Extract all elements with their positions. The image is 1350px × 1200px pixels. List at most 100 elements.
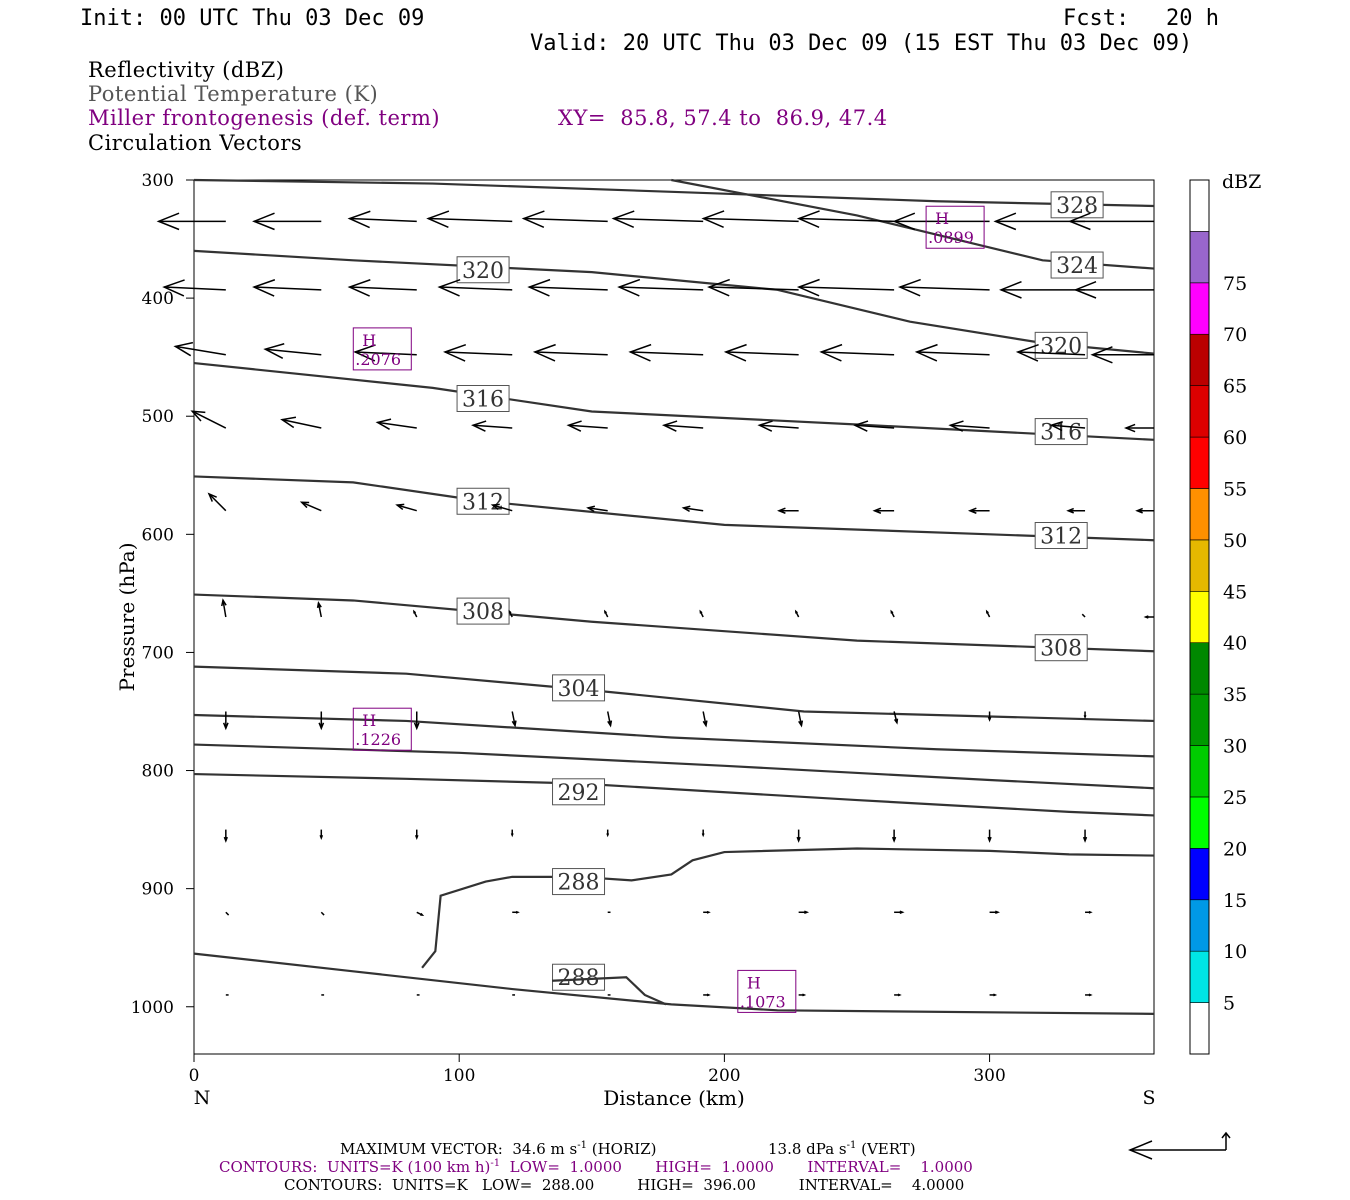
circulation-vector bbox=[759, 424, 799, 429]
colorbar-swatch bbox=[1189, 282, 1210, 335]
circulation-vector-head bbox=[532, 343, 556, 362]
circulation-vector bbox=[854, 424, 895, 429]
valid-time: Valid: 20 UTC Thu 03 Dec 09 (15 EST Thu … bbox=[530, 31, 1193, 56]
colorbar-swatch bbox=[1189, 693, 1210, 746]
circulation-vector-head bbox=[891, 836, 897, 843]
theta-contour-line bbox=[193, 361, 1155, 441]
circulation-vector-head bbox=[987, 716, 992, 722]
theta-contour-label-box bbox=[456, 487, 510, 515]
init-time: Init: 00 UTC Thu 03 Dec 09 bbox=[80, 6, 425, 31]
circulation-vector bbox=[396, 504, 417, 512]
circulation-vector bbox=[568, 424, 608, 429]
x-tick-label: 100 bbox=[443, 1066, 475, 1086]
theta-contour-label-box bbox=[552, 778, 606, 806]
circulation-vector-head bbox=[1135, 507, 1143, 514]
circulation-vector-head bbox=[914, 343, 938, 362]
theta-contour-label-box bbox=[456, 597, 510, 625]
legend-potential-temperature: Potential Temperature (K) bbox=[88, 82, 379, 106]
colorbar-label: 75 bbox=[1223, 273, 1247, 295]
colorbar-label: 30 bbox=[1223, 736, 1247, 758]
frontogenesis-high-box bbox=[352, 707, 412, 751]
circulation-vector-head bbox=[586, 505, 596, 513]
circulation-vector-head bbox=[819, 343, 843, 362]
colorbar-label: 5 bbox=[1223, 993, 1235, 1015]
footer-max-vector-horiz: (HORIZ) bbox=[586, 1140, 657, 1158]
circulation-vector-head bbox=[318, 722, 325, 731]
theta-contour-label: 316 bbox=[1040, 421, 1082, 446]
circulation-vector bbox=[523, 217, 608, 223]
frontogenesis-high-box bbox=[352, 327, 412, 371]
circulation-vector-head bbox=[527, 278, 551, 297]
dbz-colorbar: 5 10 15 20 25 30 35 40 45 50 55 60 65 70 75 dBZ bbox=[1189, 171, 1261, 1055]
circulation-vector-head bbox=[1066, 507, 1074, 514]
circulation-vector-head bbox=[1082, 836, 1088, 843]
circulation-vector-head bbox=[777, 507, 786, 514]
footer-contours1-b: LOW= 1.0000 HIGH= 1.0000 INTERVAL= 1.000… bbox=[500, 1158, 973, 1176]
circulation-vector-head bbox=[794, 609, 798, 614]
circulation-vector bbox=[798, 286, 895, 291]
colorbar-swatch bbox=[1189, 333, 1210, 386]
y-axis-label: Pressure (hPa) bbox=[115, 543, 139, 692]
circulation-vectors bbox=[156, 210, 1154, 997]
theta-contour-label: 320 bbox=[1040, 334, 1082, 359]
circulation-vector bbox=[683, 507, 704, 512]
colorbar-title: dBZ bbox=[1222, 171, 1261, 193]
circulation-vector-head bbox=[1073, 280, 1097, 299]
colorbar-label: 15 bbox=[1223, 890, 1247, 912]
circulation-vector-head bbox=[316, 601, 322, 609]
footer-max-vector-exp: -1 bbox=[577, 1140, 587, 1151]
colorbar-swatch bbox=[1189, 642, 1210, 695]
footer-contours-theta: CONTOURS: UNITS=K LOW= 288.00 HIGH= 396.… bbox=[284, 1176, 965, 1194]
colorbar-label: 55 bbox=[1223, 478, 1247, 500]
circulation-vector-head bbox=[852, 420, 869, 432]
circulation-vector bbox=[225, 911, 230, 916]
circulation-vector-head bbox=[681, 505, 691, 513]
circulation-vector-head bbox=[706, 910, 711, 914]
y-tick-label: 1000 bbox=[131, 998, 174, 1018]
frontogenesis-high-label: H bbox=[362, 711, 376, 730]
colorbar-label: 35 bbox=[1223, 684, 1247, 706]
reference-vector-vhead bbox=[1221, 1131, 1231, 1139]
circulation-vector bbox=[1081, 613, 1086, 618]
circulation-vector-head bbox=[521, 210, 545, 229]
circulation-vector-head bbox=[280, 416, 297, 429]
theta-contour-label: 320 bbox=[462, 259, 504, 284]
circulation-vector bbox=[349, 286, 417, 291]
circulation-vector-head bbox=[207, 492, 217, 502]
frontogenesis-high-value: .1226 bbox=[355, 730, 401, 749]
frontogenesis-high-label: H bbox=[747, 973, 761, 992]
frontogenesis-high-box bbox=[925, 205, 985, 249]
circulation-vector-head bbox=[490, 503, 500, 511]
circulation-vector-head bbox=[263, 343, 285, 359]
theta-contour-label-box bbox=[456, 385, 510, 412]
theta-contour-label-box bbox=[1050, 251, 1104, 279]
circulation-vector-head bbox=[319, 834, 324, 841]
circulation-vector-head bbox=[872, 507, 882, 514]
theta-contour-label: 308 bbox=[1040, 637, 1082, 662]
colorbar-swatch bbox=[1189, 539, 1210, 592]
circulation-vector bbox=[821, 351, 895, 356]
circulation-vector-head bbox=[426, 210, 450, 229]
circulation-vector-head bbox=[413, 722, 420, 731]
theta-contour-label-box bbox=[552, 868, 606, 896]
colorbar-swatch bbox=[1189, 590, 1210, 644]
y-tick-label: 900 bbox=[142, 880, 174, 900]
circulation-vector-head bbox=[353, 344, 376, 362]
circulation-vector-head bbox=[987, 836, 992, 843]
circulation-vector bbox=[613, 217, 704, 223]
circulation-vector-head bbox=[1088, 910, 1093, 914]
circulation-vector-head bbox=[796, 210, 820, 228]
circulation-vector bbox=[703, 217, 799, 223]
colorbar-swatch bbox=[1189, 1002, 1210, 1055]
colorbar-label: 70 bbox=[1223, 324, 1247, 346]
circulation-vector-head bbox=[897, 278, 921, 297]
theta-contour-line bbox=[551, 976, 667, 1006]
theta-contour-label-box bbox=[1034, 634, 1088, 662]
colorbar-swatch bbox=[1189, 950, 1210, 1003]
circulation-vector-head bbox=[414, 834, 419, 841]
circulation-vector bbox=[725, 351, 799, 356]
circulation-vector-head bbox=[617, 278, 641, 297]
circulation-vector-head bbox=[798, 720, 804, 728]
plot-frame bbox=[193, 179, 1155, 1055]
